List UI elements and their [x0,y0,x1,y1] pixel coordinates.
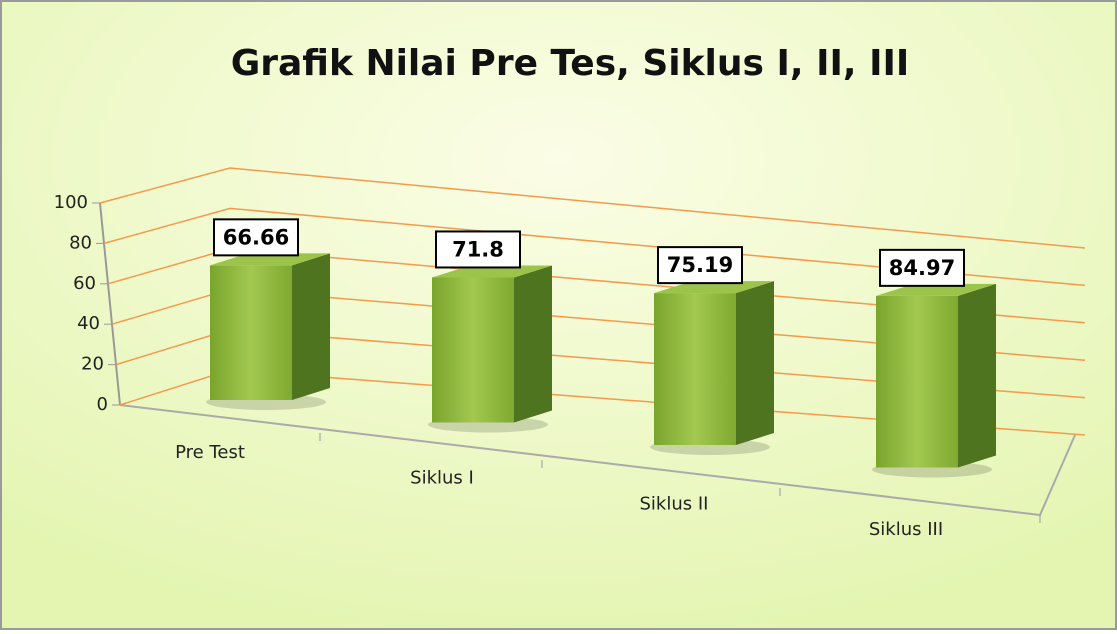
data-label-box [213,218,299,257]
bar [210,265,292,400]
data-label: 71.8 [452,237,504,261]
x-tick-label: Pre Test [175,442,245,463]
bar-side [958,283,996,468]
y-tick-label: 100 [54,192,88,213]
y-tick-label: 80 [69,232,92,253]
bar-side [736,281,774,445]
data-label: 84.97 [889,256,955,280]
y-tick-label: 40 [77,313,100,334]
data-label-box [657,246,743,285]
bar-side [514,265,552,423]
y-tick-label: 0 [97,394,108,415]
grid-line [103,207,1086,287]
data-label: 66.66 [223,225,289,249]
x-tick-label: Siklus I [410,468,474,489]
y-tick-label: 60 [73,273,96,294]
y-axis [99,202,121,406]
bars: Pre Test 66.66 Siklus I 71.8 Siklus II 75.19 S… [175,218,996,540]
data-label-box [879,248,965,287]
data-label-box [435,230,521,269]
bar-side [292,253,330,400]
x-tick-label: Siklus II [640,493,709,514]
grid-line [99,167,1086,249]
x-tick-label: Siklus III [869,519,943,540]
chart-title: Grafik Nilai Pre Tes, Siklus I, II, III [231,43,910,84]
data-label: 75.19 [667,253,733,277]
bar [432,277,514,423]
bar [876,295,958,468]
bar [654,293,736,445]
y-tick-label: 20 [81,354,104,375]
